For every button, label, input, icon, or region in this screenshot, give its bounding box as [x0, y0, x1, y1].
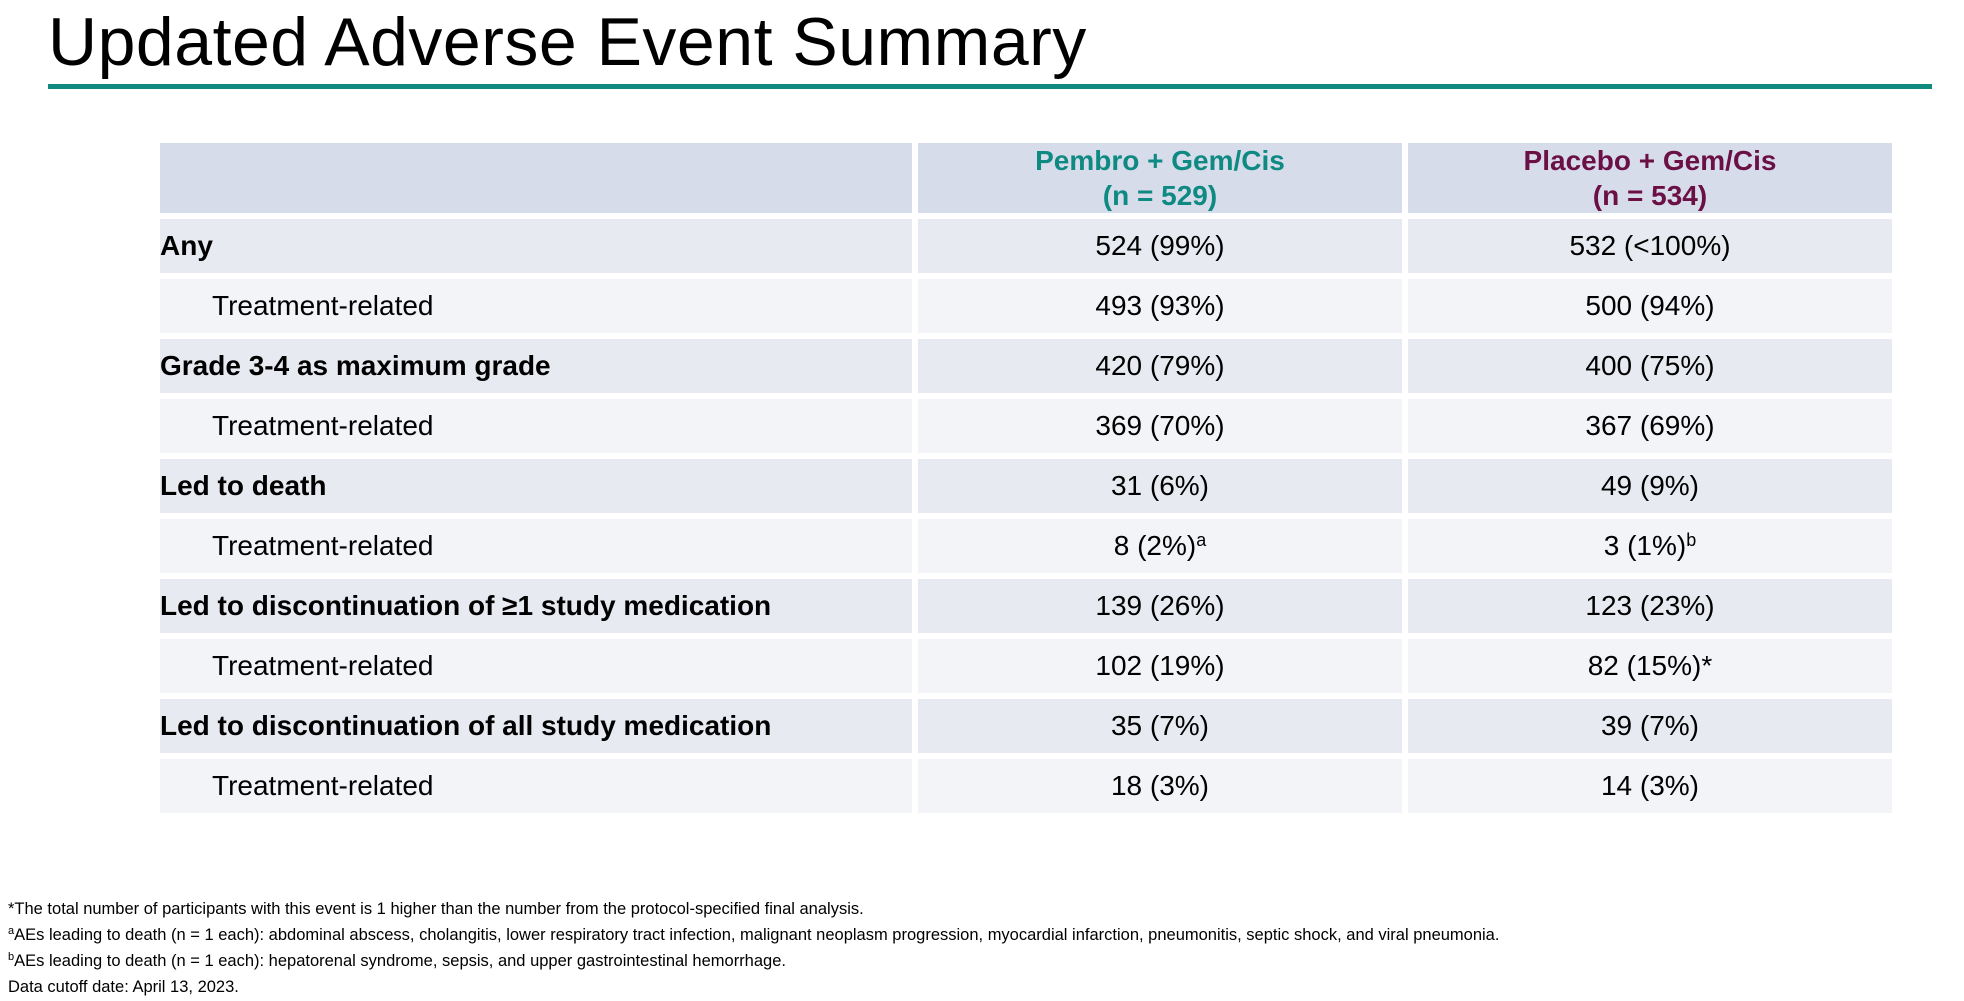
table-row: Led to discontinuation of ≥1 study medic…	[160, 579, 1892, 633]
pembro-value: 8 (2%)	[1113, 530, 1197, 561]
pembro-value-cell: 35 (7%)	[918, 699, 1402, 753]
placebo-value-cell: 400 (75%)	[1408, 339, 1892, 393]
pembro-value: 139 (26%)	[1095, 590, 1225, 621]
row-sublabel: Treatment-related	[160, 759, 912, 813]
table-row: Grade 3-4 as maximum grade 420 (79%) 400 (…	[160, 339, 1892, 393]
placebo-value: 532 (<100%)	[1569, 230, 1731, 261]
table-row: Led to discontinuation of all study medi…	[160, 699, 1892, 753]
placebo-value-cell: 49 (9%)	[1408, 459, 1892, 513]
table-body: Any 524 (99%) 532 (<100%) Treatment-related…	[160, 219, 1892, 813]
pembro-value-cell: 420 (79%)	[918, 339, 1402, 393]
placebo-value-cell: 500 (94%)	[1408, 279, 1892, 333]
pembro-value-cell: 524 (99%)	[918, 219, 1402, 273]
row-sublabel: Treatment-related	[160, 639, 912, 693]
placebo-value-cell: 367 (69%)	[1408, 399, 1892, 453]
row-label: Led to discontinuation of ≥1 study medic…	[160, 579, 912, 633]
footnote-text: *The total number of participants with t…	[8, 900, 864, 918]
pembro-value: 35 (7%)	[1110, 710, 1210, 741]
footnote-marker: a	[8, 925, 15, 937]
pembro-value-cell: 139 (26%)	[918, 579, 1402, 633]
pembro-value-cell: 8 (2%)a	[918, 519, 1402, 573]
footnote-text: Data cutoff date: April 13, 2023.	[8, 978, 239, 996]
header-placebo-arm: Placebo + Gem/Cis	[1523, 145, 1777, 176]
placebo-value: 39 (7%)	[1600, 710, 1700, 741]
pembro-value-cell: 31 (6%)	[918, 459, 1402, 513]
pembro-value: 493 (93%)	[1095, 290, 1225, 321]
footnote-line: Data cutoff date: April 13, 2023.	[8, 974, 1499, 1000]
row-label: Grade 3-4 as maximum grade	[160, 339, 912, 393]
pembro-value: 420 (79%)	[1095, 350, 1225, 381]
row-sublabel: Treatment-related	[160, 399, 912, 453]
pembro-value-cell: 102 (19%)	[918, 639, 1402, 693]
placebo-value-cell: 14 (3%)	[1408, 759, 1892, 813]
placebo-value-cell: 3 (1%)b	[1408, 519, 1892, 573]
header-pembro-arm: Pembro + Gem/Cis	[1035, 145, 1285, 176]
footnote-text: AEs leading to death (n = 1 each): hepat…	[14, 952, 786, 970]
row-label: Any	[160, 219, 912, 273]
footnote-marker: b	[8, 951, 15, 963]
placebo-value-cell: 39 (7%)	[1408, 699, 1892, 753]
header-placebo: Placebo + Gem/Cis (n = 534)	[1408, 143, 1892, 213]
header-pembro: Pembro + Gem/Cis (n = 529)	[918, 143, 1402, 213]
footnote-line: bAEs leading to death (n = 1 each): hepa…	[8, 948, 1499, 974]
header-blank-cell	[160, 143, 912, 213]
placebo-value: 82 (15%)*	[1587, 650, 1713, 681]
placebo-value: 500 (94%)	[1585, 290, 1715, 321]
row-label: Led to death	[160, 459, 912, 513]
table-row: Treatment-related 8 (2%)a 3 (1%)b	[160, 519, 1892, 573]
placebo-value: 123 (23%)	[1585, 590, 1715, 621]
footnote-line: *The total number of participants with t…	[8, 896, 1499, 922]
pembro-value-cell: 18 (3%)	[918, 759, 1402, 813]
table-row: Treatment-related 369 (70%) 367 (69%)	[160, 399, 1892, 453]
pembro-value: 369 (70%)	[1095, 410, 1225, 441]
placebo-value-cell: 82 (15%)*	[1408, 639, 1892, 693]
placebo-value: 3 (1%)	[1603, 530, 1687, 561]
placebo-value: 49 (9%)	[1600, 470, 1700, 501]
pembro-value-cell: 493 (93%)	[918, 279, 1402, 333]
pembro-value: 524 (99%)	[1095, 230, 1225, 261]
footnote-text: AEs leading to death (n = 1 each): abdom…	[14, 926, 1500, 944]
table-row: Any 524 (99%) 532 (<100%)	[160, 219, 1892, 273]
row-sublabel: Treatment-related	[160, 279, 912, 333]
pembro-value: 102 (19%)	[1095, 650, 1225, 681]
pembro-footnote-marker: a	[1196, 530, 1207, 550]
footnote-line: aAEs leading to death (n = 1 each): abdo…	[8, 922, 1499, 948]
title-underline	[48, 84, 1932, 89]
placebo-value: 367 (69%)	[1585, 410, 1715, 441]
footnotes: *The total number of participants with t…	[8, 896, 1499, 1000]
pembro-value-cell: 369 (70%)	[918, 399, 1402, 453]
row-sublabel: Treatment-related	[160, 519, 912, 573]
pembro-value: 31 (6%)	[1110, 470, 1210, 501]
table-row: Treatment-related 18 (3%) 14 (3%)	[160, 759, 1892, 813]
placebo-value-cell: 123 (23%)	[1408, 579, 1892, 633]
placebo-value-cell: 532 (<100%)	[1408, 219, 1892, 273]
page-title: Updated Adverse Event Summary	[48, 4, 1087, 80]
table-row: Led to death 31 (6%) 49 (9%)	[160, 459, 1892, 513]
table-header-row: Pembro + Gem/Cis (n = 529) Placebo + Gem…	[160, 143, 1892, 213]
placebo-footnote-marker: b	[1686, 530, 1697, 550]
header-placebo-n: (n = 534)	[1592, 180, 1708, 211]
placebo-value: 400 (75%)	[1585, 350, 1715, 381]
table-row: Treatment-related 102 (19%) 82 (15%)*	[160, 639, 1892, 693]
pembro-value: 18 (3%)	[1110, 770, 1210, 801]
table-row: Treatment-related 493 (93%) 500 (94%)	[160, 279, 1892, 333]
header-pembro-n: (n = 529)	[1102, 180, 1218, 211]
row-label: Led to discontinuation of all study medi…	[160, 699, 912, 753]
placebo-value: 14 (3%)	[1600, 770, 1700, 801]
adverse-event-table: Pembro + Gem/Cis (n = 529) Placebo + Gem…	[154, 137, 1898, 819]
